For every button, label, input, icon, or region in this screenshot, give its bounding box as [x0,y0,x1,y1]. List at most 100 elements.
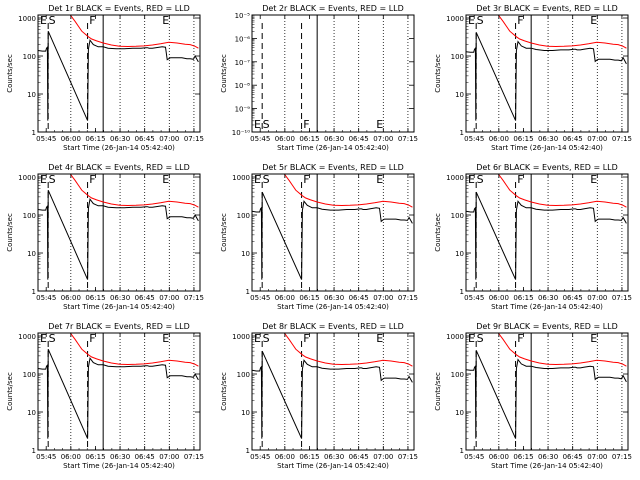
events-series-line [466,350,627,439]
y-tick-label: 10 [27,409,36,417]
events-series-line [466,191,627,280]
y-tick-label: 1000 [232,174,250,182]
y-tick-label: 1000 [18,174,36,182]
x-tick-label: 07:00 [373,135,393,143]
lld-series-line [69,15,199,49]
lld-series-line [283,333,413,367]
x-tick-label: 06:30 [110,453,130,461]
y-axis-label: Counts/sec [220,213,228,252]
x-tick-label: 07:00 [373,453,393,461]
panel-title: Det 2r BLACK = Events, RED = LLD [262,4,404,13]
phase-marker-label: E [162,332,169,345]
x-tick-label: 07:00 [587,135,607,143]
y-tick-label: 10 [27,250,36,258]
phase-marker-label: E [254,332,261,345]
x-tick-label: 06:00 [489,453,509,461]
lld-series-line [69,174,199,208]
x-tick-label: 06:00 [61,135,81,143]
x-tick-label: 06:15 [299,294,319,302]
events-series-line [252,350,413,439]
x-axis-label: Start Time (26-Jan-14 05:42:40) [63,462,175,470]
axes-frame [251,14,415,133]
x-tick-label: 07:00 [587,453,607,461]
x-tick-label: 06:00 [275,135,295,143]
y-tick-label: 1000 [18,333,36,341]
x-tick-label: 07:15 [398,135,418,143]
y-tick-label: 1 [32,447,36,455]
x-tick-label: 06:15 [299,453,319,461]
x-tick-label: 07:15 [184,453,204,461]
phase-marker-label: E [468,14,475,27]
phase-marker-label: F [517,14,523,27]
phase-marker-label: F [303,118,309,131]
y-tick-label: 1000 [446,15,464,23]
x-tick-label: 05:45 [464,294,484,302]
y-tick-label: 10 [241,250,250,258]
x-tick-label: 06:30 [538,453,558,461]
x-tick-label: 06:00 [275,294,295,302]
x-tick-label: 05:45 [36,135,56,143]
panel-title: Det 5r BLACK = Events, RED = LLD [262,163,404,172]
axes-frame [251,332,415,451]
y-tick-label: 1000 [446,333,464,341]
x-tick-label: 06:15 [513,135,533,143]
y-axis-label: Counts/sec [220,54,228,93]
phase-marker-label: S [477,332,484,345]
x-tick-label: 06:15 [299,135,319,143]
panel-title: Det 6r BLACK = Events, RED = LLD [476,163,618,172]
y-tick-label: 10⁻⁹ [235,106,251,114]
x-tick-label: 06:45 [563,294,583,302]
y-tick-label: 100 [23,212,36,220]
x-tick-label: 06:45 [349,294,369,302]
x-tick-label: 05:45 [36,453,56,461]
y-tick-label: 10⁻⁵ [235,12,251,20]
panel-title: Det 4r BLACK = Events, RED = LLD [48,163,190,172]
x-axis-label: Start Time (26-Jan-14 05:42:40) [277,144,389,152]
plot-area [252,174,413,291]
x-tick-label: 05:45 [250,294,270,302]
phase-marker-label: F [89,173,95,186]
y-axis-label: Counts/sec [6,372,14,411]
panel-title: Det 8r BLACK = Events, RED = LLD [262,322,404,331]
phase-marker-label: S [263,118,270,131]
x-axis-label: Start Time (26-Jan-14 05:42:40) [277,462,389,470]
events-series-line [252,191,413,280]
lld-series-line [283,174,413,208]
y-tick-label: 1 [32,129,36,137]
phase-marker-label: S [49,173,56,186]
y-tick-label: 10⁻⁸ [235,82,251,90]
x-tick-label: 07:15 [184,294,204,302]
phase-marker-label: F [517,332,523,345]
x-tick-label: 07:15 [398,453,418,461]
x-tick-label: 06:00 [275,453,295,461]
phase-marker-label: F [89,14,95,27]
plot-area [261,15,409,132]
phase-marker-label: E [468,332,475,345]
y-tick-label: 10⁻¹⁰ [232,129,250,137]
x-tick-label: 05:45 [250,453,270,461]
x-tick-label: 07:00 [373,294,393,302]
phase-marker-label: E [40,14,47,27]
x-tick-label: 06:30 [538,135,558,143]
panel-title: Det 1r BLACK = Events, RED = LLD [48,4,190,13]
x-tick-label: 06:15 [85,453,105,461]
x-tick-label: 07:15 [398,294,418,302]
x-tick-label: 07:00 [587,294,607,302]
y-axis-label: Counts/sec [434,372,442,411]
x-tick-label: 06:30 [110,294,130,302]
axes-frame [37,14,201,133]
events-series-line [38,30,199,121]
events-series-line [466,32,627,121]
y-tick-label: 100 [451,53,464,61]
x-tick-label: 06:45 [349,135,369,143]
phase-marker-label: E [590,173,597,186]
x-tick-label: 07:00 [159,294,179,302]
y-tick-label: 1 [460,447,464,455]
x-tick-label: 06:00 [61,294,81,302]
x-tick-label: 05:45 [250,135,270,143]
axes-frame [465,14,629,133]
